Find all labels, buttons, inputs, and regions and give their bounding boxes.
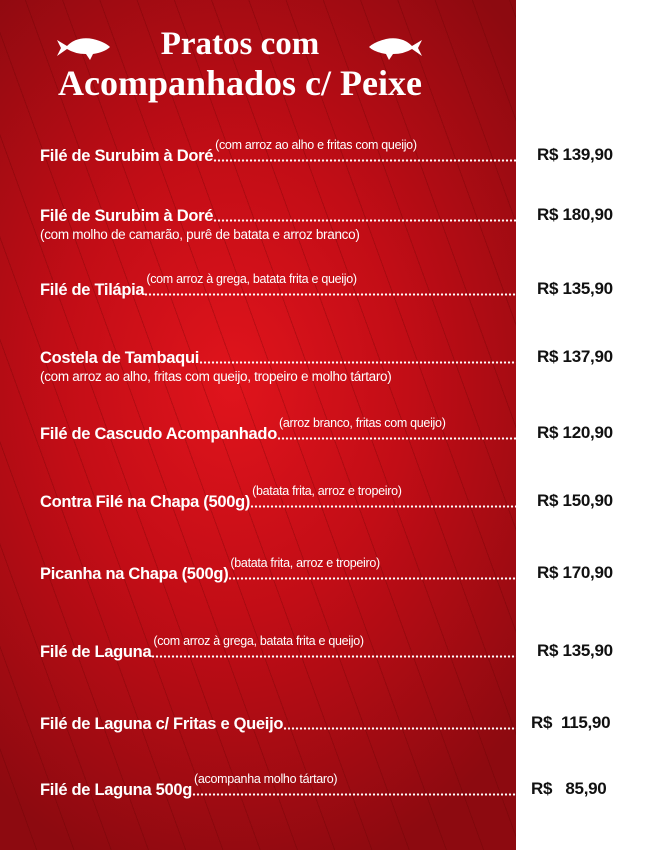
menu-item-price: R$ 139,90 <box>537 145 613 164</box>
menu-item-price: R$ 135,90 <box>537 279 613 298</box>
menu-item-note: (batata frita, arroz e tropeiro) <box>230 556 380 570</box>
menu-item-name: Filé de Laguna c/ Fritas e Queijo <box>40 715 284 733</box>
menu-item: Filé de Cascudo Acompanhado (arroz branco… <box>40 416 516 444</box>
menu-item-line: Picanha na Chapa (500g) (batata frita, ar… <box>40 556 516 584</box>
menu-item-note: (com arroz à grega, batata frita e queij… <box>153 634 364 648</box>
menu-item-price: R$ 170,90 <box>537 563 613 582</box>
menu-item: Filé de Tilápia (com arroz à grega, batat… <box>40 272 516 300</box>
menu-item-note: (com arroz ao alho e fritas com queijo) <box>215 138 417 152</box>
menu-item-line: Costela de Tambaqui <box>40 344 516 368</box>
menu-item-price: R$ 180,90 <box>537 205 613 224</box>
menu-item-line: Filé de Laguna (com arroz à grega, batata… <box>40 634 516 662</box>
menu-item-line: Filé de Cascudo Acompanhado (arroz branco… <box>40 416 516 444</box>
menu-item-name: Filé de Laguna 500g <box>40 781 193 799</box>
menu-item-price: R$ 115,90 <box>531 713 611 732</box>
menu-item: Filé de Laguna c/ Fritas e Queijo <box>40 710 516 734</box>
menu-item-line: Filé de Tilápia (com arroz à grega, batat… <box>40 272 516 300</box>
menu-item: Filé de Surubim à Doré (com molho de cama… <box>40 202 516 242</box>
menu-item-price: R$ 85,90 <box>531 779 607 798</box>
menu-item-note: (com arroz à grega, batata frita e queij… <box>146 272 357 286</box>
menu-item: Picanha na Chapa (500g) (batata frita, ar… <box>40 556 516 584</box>
menu-item-name: Filé de Surubim à Doré <box>40 207 214 225</box>
menu-item-name: Filé de Surubim à Doré <box>40 147 214 165</box>
menu-item-line: Filé de Laguna c/ Fritas e Queijo <box>40 710 516 734</box>
fish-icon <box>57 38 110 60</box>
menu-item-note: (batata frita, arroz e tropeiro) <box>252 484 402 498</box>
menu-item-note: (acompanha molho tártaro) <box>194 772 338 786</box>
menu-item-description: (com molho de camarão, purê de batata e … <box>40 227 360 242</box>
menu-item-name: Costela de Tambaqui <box>40 349 200 367</box>
dotted-leader: (batata frita, arroz e tropeiro) <box>250 484 516 508</box>
menu-title-line2: Acompanhados c/ Peixe <box>58 63 422 103</box>
dotted-leader: (com arroz à grega, batata frita e queij… <box>144 272 516 296</box>
menu-item-note: (arroz branco, fritas com queijo) <box>279 416 446 430</box>
menu-item-price: R$ 137,90 <box>537 347 613 366</box>
menu-item-name: Contra Filé na Chapa (500g) <box>40 493 251 511</box>
dotted-leader: (acompanha molho tártaro) <box>192 772 516 796</box>
dotted-leader <box>283 710 516 730</box>
menu-title-line1: Pratos com <box>160 26 320 62</box>
dotted-leader: (arroz branco, fritas com queijo) <box>277 416 516 440</box>
menu-item-line: Filé de Laguna 500g (acompanha molho tárt… <box>40 772 516 800</box>
menu-item: Costela de Tambaqui (com arroz ao alho, f… <box>40 344 516 384</box>
dotted-leader: (com arroz ao alho e fritas com queijo) <box>213 138 516 162</box>
menu-item-line: Filé de Surubim à Doré (com arroz ao alho… <box>40 138 516 166</box>
menu-item-line: Filé de Surubim à Doré <box>40 202 516 226</box>
menu-item: Filé de Laguna 500g (acompanha molho tárt… <box>40 772 516 800</box>
menu-item: Contra Filé na Chapa (500g) (batata frita… <box>40 484 516 512</box>
menu-item-name: Filé de Cascudo Acompanhado <box>40 425 277 443</box>
menu-item: Filé de Surubim à Doré (com arroz ao alho… <box>40 138 516 166</box>
dotted-leader <box>199 344 516 364</box>
dotted-leader <box>213 202 516 222</box>
menu-item-price: R$ 135,90 <box>537 641 613 660</box>
dotted-leader: (batata frita, arroz e tropeiro) <box>228 556 516 580</box>
menu-item-name: Filé de Laguna <box>40 643 152 661</box>
menu-item-line: Contra Filé na Chapa (500g) (batata frita… <box>40 484 516 512</box>
fish-icon <box>369 38 422 60</box>
menu-item: Filé de Laguna (com arroz à grega, batata… <box>40 634 516 662</box>
dotted-leader: (com arroz à grega, batata frita e queij… <box>151 634 516 658</box>
menu-item-price: R$ 120,90 <box>537 423 613 442</box>
menu-item-price: R$ 150,90 <box>537 491 613 510</box>
menu-item-description: (com arroz ao alho, fritas com queijo, t… <box>40 369 392 384</box>
menu-item-name: Picanha na Chapa (500g) <box>40 565 229 583</box>
menu-item-name: Filé de Tilápia <box>40 281 145 299</box>
